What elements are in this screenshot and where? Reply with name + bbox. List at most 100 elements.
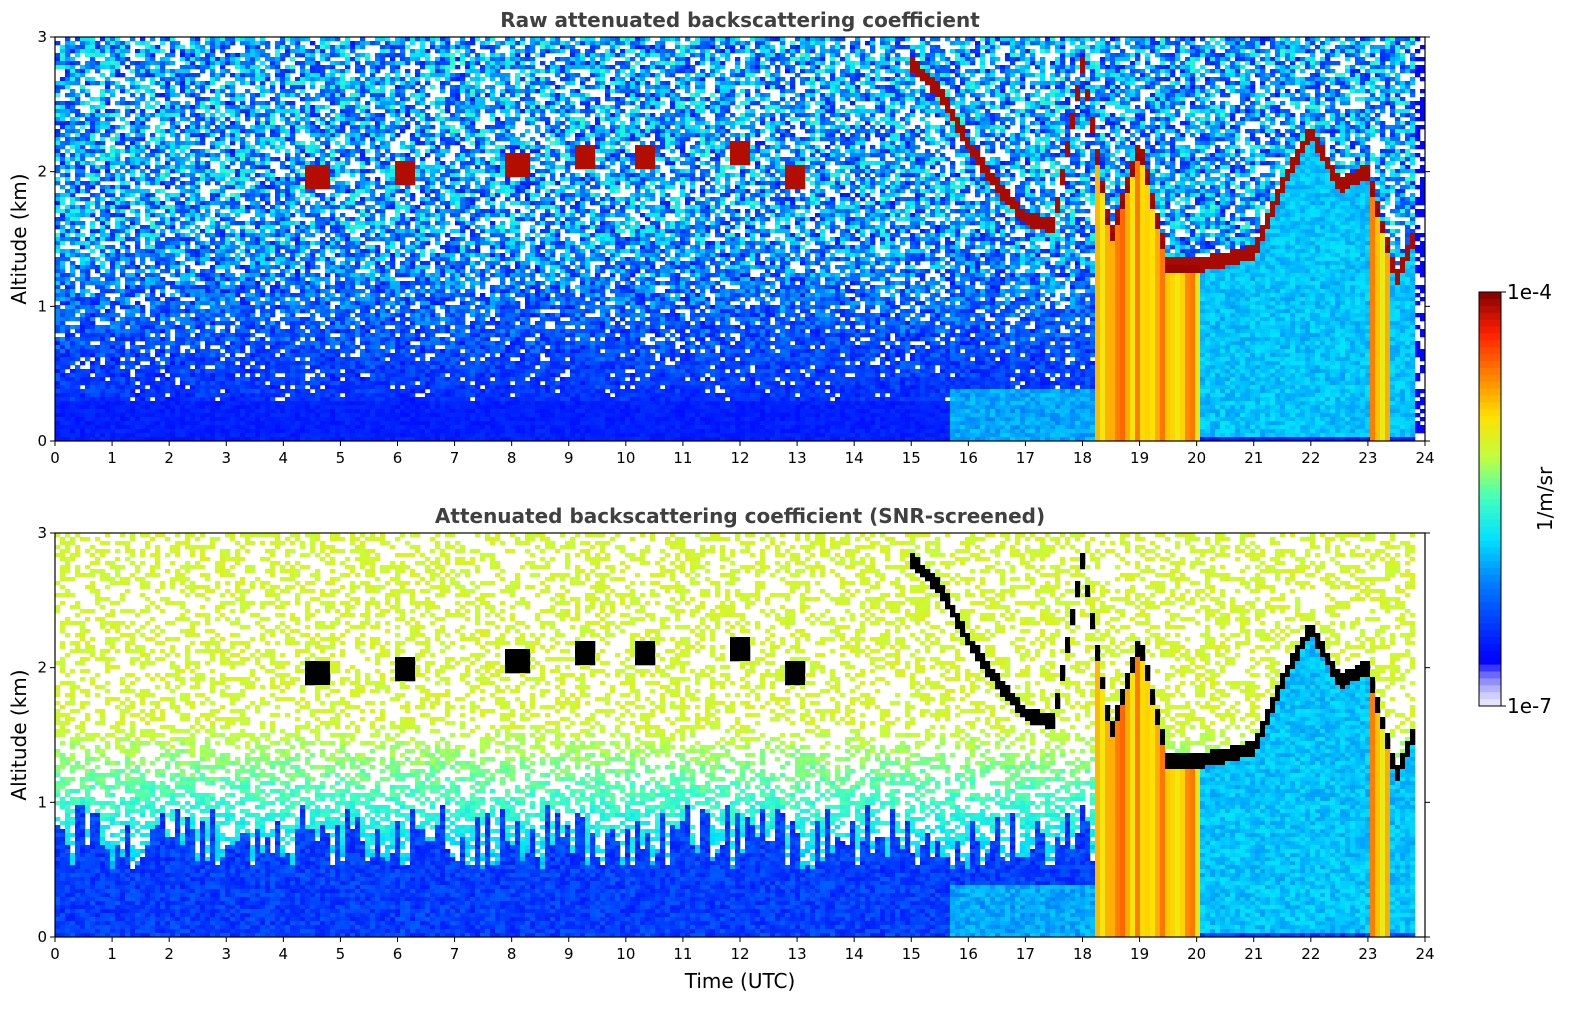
heatmap-cell [310, 77, 316, 82]
heatmap-cell [95, 257, 101, 262]
heatmap-cell [105, 397, 111, 402]
heatmap-cell [305, 309, 311, 314]
heatmap-cell [185, 213, 191, 218]
heatmap-cell [345, 409, 351, 414]
heatmap-cell [205, 369, 211, 374]
heatmap-cell [250, 169, 256, 174]
heatmap-cell [70, 393, 76, 398]
heatmap-cell [285, 425, 291, 430]
heatmap-cell [105, 381, 111, 386]
heatmap-cell [115, 397, 121, 402]
heatmap-cell [210, 281, 216, 286]
heatmap-cell [335, 393, 341, 398]
heatmap-cell [125, 161, 131, 166]
heatmap-cell [115, 389, 121, 394]
heatmap-cell [250, 309, 256, 314]
heatmap-cell [135, 333, 141, 338]
heatmap-cell [355, 137, 361, 142]
heatmap-cell [320, 245, 326, 250]
heatmap-cell [65, 93, 71, 98]
heatmap-cell [90, 313, 96, 318]
heatmap-cell [170, 69, 176, 74]
heatmap-cell [235, 357, 241, 362]
heatmap-cell [305, 189, 311, 194]
heatmap-cell [250, 425, 256, 430]
heatmap-cell [215, 197, 221, 202]
heatmap-cell [70, 49, 76, 54]
heatmap-cell [170, 221, 176, 226]
heatmap-cell [125, 421, 131, 426]
heatmap-cell [265, 177, 271, 182]
heatmap-cell [75, 137, 81, 142]
heatmap-cell [320, 153, 326, 158]
heatmap-cell [325, 393, 331, 398]
heatmap-cell [255, 193, 261, 198]
heatmap-cell [55, 121, 61, 126]
heatmap-cell [250, 405, 256, 410]
heatmap-cell [290, 81, 296, 86]
heatmap-cell [345, 397, 351, 402]
heatmap-cell [165, 181, 171, 186]
heatmap-cell [330, 173, 336, 178]
heatmap-cell [290, 357, 296, 362]
heatmap-cell [330, 341, 336, 346]
heatmap-cell [360, 141, 366, 146]
heatmap-cell [85, 237, 91, 242]
heatmap-cell [335, 421, 341, 426]
heatmap-cell [230, 85, 236, 90]
heatmap-cell [305, 169, 311, 174]
heatmap-cell [270, 297, 276, 302]
heatmap-cell [205, 409, 211, 414]
heatmap-cell [300, 65, 306, 70]
heatmap-cell [245, 333, 251, 338]
heatmap-cell [355, 425, 361, 430]
heatmap-cell [265, 113, 271, 118]
heatmap-cell [60, 209, 66, 214]
heatmap-cell [125, 373, 131, 378]
heatmap-cell [150, 253, 156, 258]
heatmap-cell [340, 153, 346, 158]
heatmap-cell [190, 229, 196, 234]
heatmap-cell [305, 417, 311, 422]
heatmap-cell [90, 181, 96, 186]
heatmap-cell [160, 349, 166, 354]
heatmap-cell [280, 125, 286, 130]
heatmap-cell [135, 233, 141, 238]
heatmap-cell [220, 273, 226, 278]
heatmap-cell [335, 377, 341, 382]
heatmap-cell [115, 213, 121, 218]
heatmap-cell [275, 429, 281, 434]
heatmap-cell [140, 313, 146, 318]
heatmap-cell [330, 293, 336, 298]
heatmap-cell [65, 37, 71, 42]
heatmap-cell [355, 373, 361, 378]
heatmap-cell [300, 257, 306, 262]
heatmap-cell [295, 201, 301, 206]
heatmap-cell [355, 261, 361, 266]
heatmap-cell [295, 421, 301, 426]
heatmap-cell [250, 37, 256, 42]
heatmap-cell [355, 209, 361, 214]
heatmap-cell [250, 373, 256, 378]
heatmap-cell [170, 361, 176, 366]
heatmap-cell [90, 333, 96, 338]
heatmap-cell [310, 213, 316, 218]
heatmap-cell [120, 265, 126, 270]
heatmap-cell [270, 205, 276, 210]
heatmap-cell [350, 205, 356, 210]
heatmap-cell [260, 197, 266, 202]
heatmap-cell [275, 265, 281, 270]
heatmap-cell [225, 197, 231, 202]
heatmap-cell [325, 361, 331, 366]
heatmap-cell [215, 229, 221, 234]
heatmap-cell [255, 305, 261, 310]
heatmap-cell [75, 421, 81, 426]
heatmap-cell [60, 109, 66, 114]
heatmap-cell [145, 161, 151, 166]
heatmap-cell [220, 393, 226, 398]
heatmap-cell [170, 77, 176, 82]
heatmap-cell [135, 433, 141, 438]
heatmap-cell [140, 409, 146, 414]
heatmap-cell [225, 249, 231, 254]
heatmap-cell [90, 393, 96, 398]
